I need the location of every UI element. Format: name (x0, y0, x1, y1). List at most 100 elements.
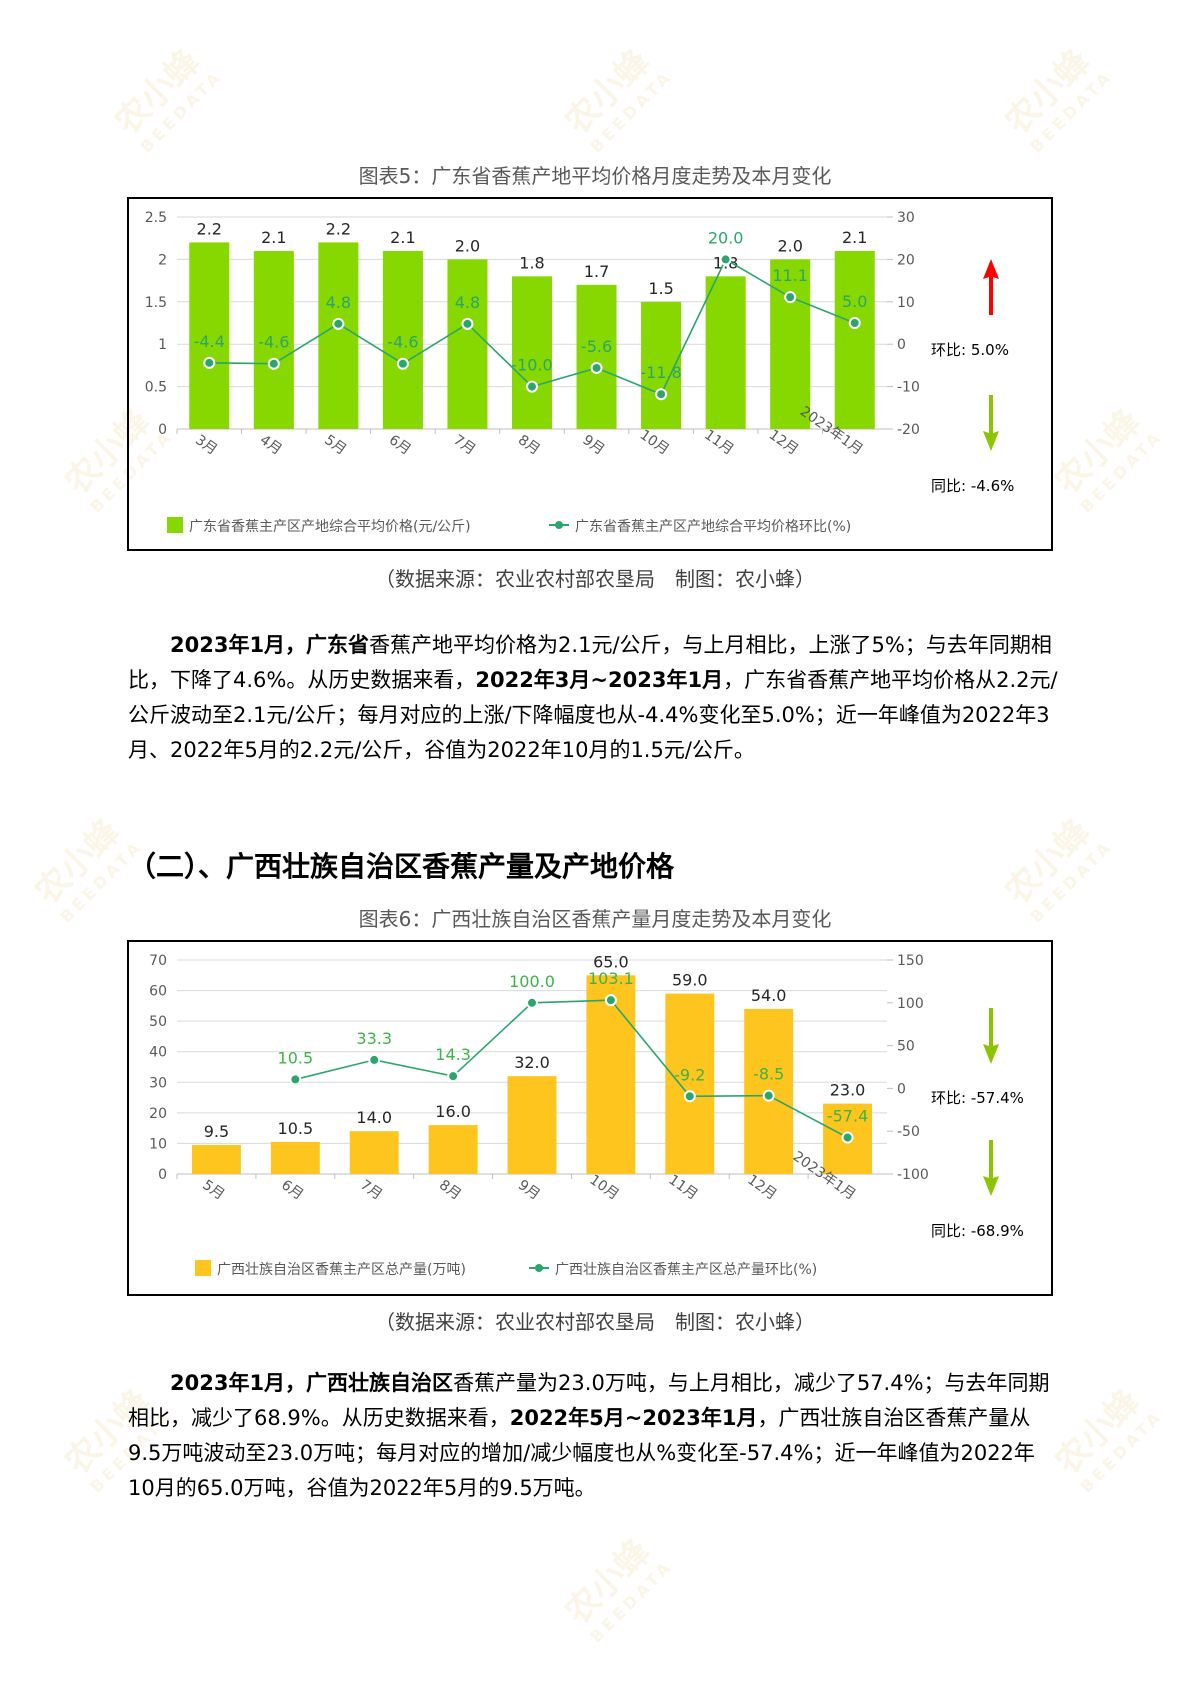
bar (770, 259, 811, 429)
bar (834, 250, 875, 429)
arrow-down-icon (983, 1140, 999, 1196)
svg-text:0.5: 0.5 (145, 380, 167, 396)
watermark: 农小蜂 BEEDATA (1047, 1381, 1167, 1497)
figure5-title: 图表5：广东省香蕉产地平均价格月度走势及本月变化 (358, 164, 832, 188)
mom-value: 5.0% (970, 341, 1009, 359)
svg-text:11月: 11月 (701, 427, 736, 458)
svg-text:0: 0 (158, 422, 167, 438)
figure5-mom: 环比: 5.0% (931, 339, 1009, 360)
svg-text:9月: 9月 (579, 432, 607, 458)
svg-text:12月: 12月 (744, 1172, 779, 1203)
svg-text:9.5: 9.5 (204, 1122, 229, 1141)
watermark: 农小蜂 BEEDATA (1047, 401, 1167, 517)
paragraph-guangdong: 2023年1月，广东省香蕉产地平均价格为2.1元/公斤，与上月相比，上涨了5%；… (128, 628, 1058, 768)
svg-text:-20: -20 (897, 422, 920, 438)
svg-text:10: 10 (149, 1136, 167, 1152)
svg-text:-10: -10 (897, 380, 920, 396)
svg-text:103.1: 103.1 (588, 969, 634, 988)
figure6-source: （数据来源：农业农村部农垦局 制图：农小蜂） (375, 1310, 815, 1334)
svg-text:-50: -50 (897, 1124, 920, 1140)
figure6-plot: 0 10 20 30 40 50 60 70 -100 -50 0 50 100 150 9.5 5月 10.5… (149, 952, 929, 1278)
svg-text:-9.2: -9.2 (674, 1065, 705, 1084)
svg-text:4.8: 4.8 (326, 293, 351, 312)
svg-text:20: 20 (897, 252, 915, 268)
svg-text:10.5: 10.5 (278, 1119, 314, 1138)
svg-text:40: 40 (149, 1045, 167, 1061)
svg-text:0: 0 (897, 1081, 906, 1097)
para-text: ，广东省香蕉产地平均价格从2.2元/公斤波动至2.1元/公斤；每月对应的上涨/下… (128, 668, 1058, 762)
svg-text:8月: 8月 (436, 1177, 464, 1203)
svg-text:-5.6: -5.6 (581, 337, 612, 356)
svg-text:60: 60 (149, 984, 167, 1000)
para-text: 香蕉产量为23.0万吨，与上月相比，减少了57.4%；与去年同期相比，减少了68… (128, 1371, 1050, 1430)
svg-text:20.0: 20.0 (708, 228, 744, 247)
svg-text:11月: 11月 (665, 1172, 700, 1203)
svg-text:65.0: 65.0 (593, 952, 629, 971)
watermark: 农小蜂 BEEDATA (997, 41, 1117, 157)
svg-text:1: 1 (158, 337, 167, 353)
svg-text:100.0: 100.0 (509, 972, 555, 991)
svg-text:2.2: 2.2 (197, 219, 222, 238)
svg-text:-57.4: -57.4 (827, 1107, 868, 1126)
para-text: ，广西壮族自治区香蕉产量从9.5万吨波动至23.0万吨；每月对应的增加/减少幅度… (128, 1406, 1035, 1500)
svg-text:14.0: 14.0 (356, 1108, 392, 1127)
svg-text:10月: 10月 (637, 427, 672, 458)
section-title: （二）、广西壮族自治区香蕉产量及产地价格 (128, 850, 675, 883)
watermark: 农小蜂 BEEDATA (107, 41, 227, 157)
svg-text:-10.0: -10.0 (511, 356, 552, 375)
bar (270, 1141, 320, 1174)
svg-text:-4.4: -4.4 (194, 332, 225, 351)
svg-text:10.5: 10.5 (278, 1048, 314, 1067)
svg-text:1.8: 1.8 (519, 253, 544, 272)
svg-text:8月: 8月 (515, 432, 543, 458)
mom-label: 环比: (931, 1089, 967, 1107)
bar (191, 1144, 241, 1174)
svg-text:10月: 10月 (587, 1172, 622, 1203)
svg-text:14.3: 14.3 (435, 1045, 471, 1064)
svg-text:10: 10 (897, 295, 915, 311)
svg-text:6月: 6月 (278, 1177, 306, 1203)
paragraph-guangxi: 2023年1月，广西壮族自治区香蕉产量为23.0万吨，与上月相比，减少了57.4… (128, 1366, 1058, 1506)
svg-text:-4.6: -4.6 (387, 333, 418, 352)
bar (586, 975, 636, 1174)
svg-text:2.1: 2.1 (261, 228, 286, 247)
svg-text:5.0: 5.0 (842, 292, 867, 311)
figure6-mom: 环比: -57.4% (931, 1087, 1024, 1108)
svg-text:20: 20 (149, 1106, 167, 1122)
arrow-down-icon (983, 395, 999, 451)
arrow-up-icon (983, 259, 999, 315)
bar (189, 242, 230, 429)
figure5-source: （数据来源：农业农村部农垦局 制图：农小蜂） (375, 567, 815, 591)
svg-text:2.1: 2.1 (842, 228, 867, 247)
svg-text:150: 150 (897, 953, 924, 969)
para-lead: 2023年1月，广东省 (170, 633, 370, 657)
svg-text:59.0: 59.0 (672, 971, 708, 990)
svg-text:12月: 12月 (766, 427, 801, 458)
bar (382, 250, 423, 429)
bar (253, 250, 294, 429)
svg-text:7月: 7月 (357, 1177, 385, 1203)
svg-text:4.8: 4.8 (455, 293, 480, 312)
svg-text:广西壮族自治区香蕉主产区总产量环比(%): 广西壮族自治区香蕉主产区总产量环比(%) (555, 1262, 817, 1278)
bar (318, 242, 359, 429)
svg-text:1.5: 1.5 (648, 279, 673, 298)
bar (507, 1076, 557, 1174)
mom-value: -57.4% (970, 1089, 1024, 1107)
svg-text:33.3: 33.3 (356, 1029, 392, 1048)
svg-text:50: 50 (149, 1014, 167, 1030)
svg-text:11.1: 11.1 (772, 266, 808, 285)
svg-text:广西壮族自治区香蕉主产区总产量(万吨): 广西壮族自治区香蕉主产区总产量(万吨) (217, 1262, 466, 1278)
svg-text:5月: 5月 (199, 1177, 227, 1203)
svg-text:32.0: 32.0 (514, 1053, 550, 1072)
svg-text:30: 30 (149, 1075, 167, 1091)
figure5-plot: 0 0.5 1 1.5 2 2.5 -20 -10 0 10 20 30 2.2 3月 2.1 4月 2.2 5月… (145, 210, 920, 535)
bar (428, 1125, 478, 1174)
svg-text:0: 0 (897, 337, 906, 353)
bar (349, 1131, 399, 1174)
figure5-chart: 0 0.5 1 1.5 2 2.5 -20 -10 0 10 20 30 2.2 3月 2.1 4月 2.2 5月… (127, 197, 1053, 551)
svg-text:2.5: 2.5 (145, 210, 167, 226)
yoy-value: -4.6% (970, 477, 1015, 495)
svg-text:6月: 6月 (386, 432, 414, 458)
para-text: 香蕉产地平均价格为2.1元/公斤，与上月相比，上涨了5%；与去年同期相比，下降了… (128, 633, 1052, 692)
svg-text:4月: 4月 (257, 432, 285, 458)
